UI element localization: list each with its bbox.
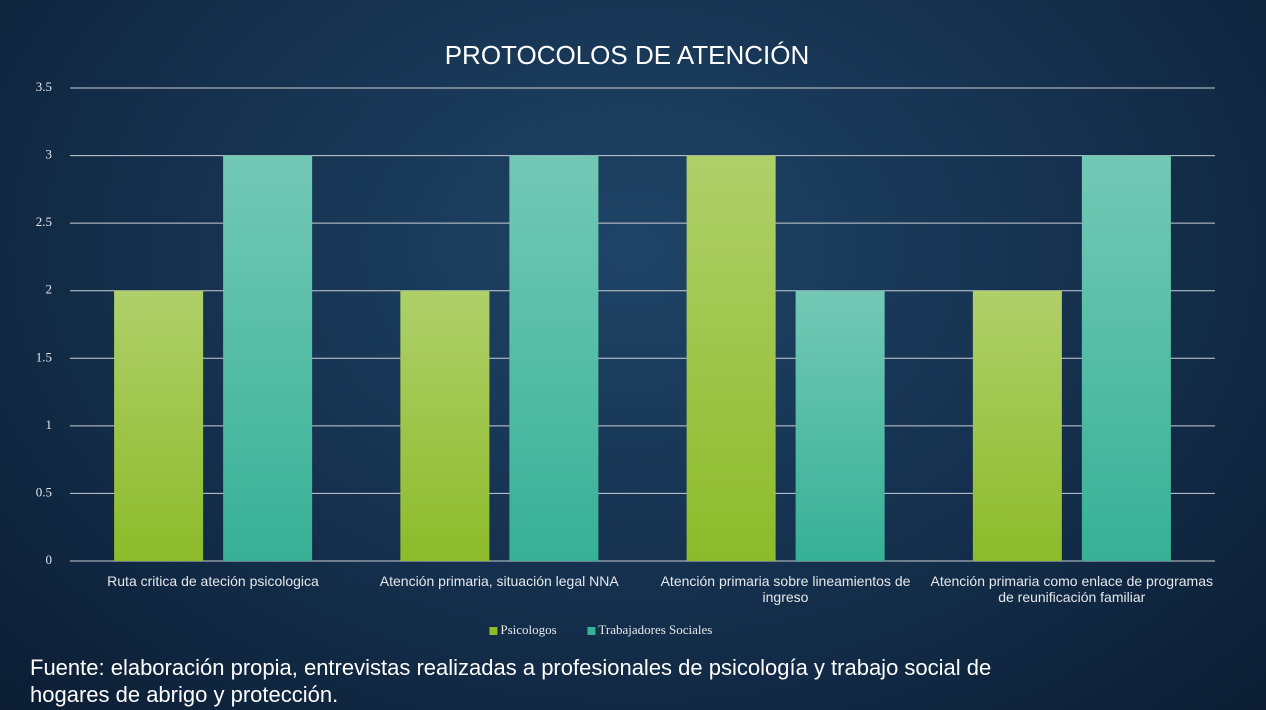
x-tick-label: Atención primaria, situación legal NNA [379,573,619,589]
bar-shine [686,155,776,562]
legend-swatch [489,627,498,635]
y-tick-label: 1 [46,417,53,432]
bar-shine [114,290,204,561]
bar-shine [509,155,599,562]
x-tick-label: Atención primaria sobre lineamientos de … [660,573,911,605]
legend-swatch [587,627,596,635]
legend-label: Psicologos [500,622,556,637]
y-tick-label: 1.5 [36,349,52,364]
x-tick-label: Ruta critica de ateción psicologica [107,573,319,589]
y-tick-label: 3.5 [36,79,52,94]
x-tick-label: Atención primaria como enlace de program… [930,573,1213,605]
bar-shine [1081,155,1171,562]
y-tick-label: 2.5 [36,214,52,229]
y-tick-label: 3 [46,147,53,162]
bar-shine [972,290,1062,561]
bar-shine [400,290,490,561]
chart-title: PROTOCOLOS DE ATENCIÓN [445,40,810,70]
y-tick-label: 2 [46,282,53,297]
legend-label: Trabajadores Sociales [598,622,712,637]
source-note: Fuente: elaboración propia, entrevistas … [30,655,992,707]
bar-shine [223,155,313,562]
y-tick-label: 0.5 [36,484,52,499]
bar-shine [795,290,885,561]
y-tick-label: 0 [46,552,53,567]
